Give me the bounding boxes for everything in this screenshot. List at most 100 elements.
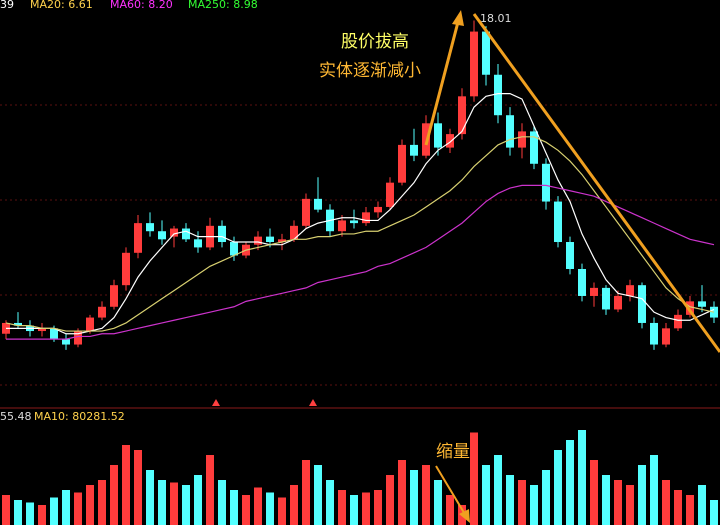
candle-body [554,201,562,243]
volume-bar [110,465,118,525]
candle-body [170,228,178,237]
volume-bar [386,475,394,525]
candle-body [602,287,610,310]
volume-bar [470,432,478,525]
candle-body [566,242,574,269]
candle-body [398,144,406,183]
arrow [424,21,460,146]
ma-line [5,136,715,332]
volume-bar [614,480,622,525]
volume-bar [134,450,142,525]
volume-bar [146,470,154,525]
arrow [435,465,467,517]
candle-body [386,182,394,207]
legend-entry: MA60: 8.20 [110,0,173,11]
volume-bar [170,482,178,525]
candle-body [638,285,646,323]
annotation: 实体逐渐减小 [319,61,421,81]
candle-body [518,131,526,148]
volume-bar [290,485,298,525]
candle-body [14,322,22,326]
candle-body [374,206,382,213]
volume-bar [434,480,442,525]
candle-body [434,123,442,148]
volume-panel [2,430,718,525]
volume-bar [494,455,502,525]
volume-bar [362,492,370,525]
annotation: 缩量 [436,442,470,462]
legend-entry: 39 [0,0,14,11]
candle-body [290,225,298,240]
volume-bar [698,485,706,525]
volume-bar [590,460,598,525]
candle-body [338,220,346,232]
volume-bar [578,430,586,525]
volume-bar [686,495,694,525]
legend-entry: MA20: 6.61 [30,0,93,11]
volume-bar [446,495,454,525]
volume-bar [506,475,514,525]
candle-body [86,317,94,332]
volume-bar [566,440,574,525]
candle-body [614,295,622,310]
volume-bar [422,465,430,525]
candle-body [470,31,478,97]
candle-body [158,231,166,240]
volume-bar [74,492,82,525]
volume-bar [638,465,646,525]
candle-body [410,144,418,156]
candle-body [278,239,286,243]
volume-bar [98,480,106,525]
candle-body [482,31,490,75]
annotation: 股价拔高 [341,32,409,52]
volume-bar [482,465,490,525]
legend-entry: 55.48 [0,410,32,423]
candle-body [446,134,454,148]
volume-bar [650,455,658,525]
volume-bar [26,502,34,525]
volume-bar [674,490,682,525]
volume-bar [530,485,538,525]
arrow-head [459,509,470,523]
volume-bar [278,497,286,525]
candle-body [674,314,682,329]
volume-bar [554,450,562,525]
volume-bar [410,470,418,525]
candle-body [266,236,274,243]
volume-bar [230,490,238,525]
volume-bar [326,480,334,525]
arrow [472,13,720,353]
candle-body [458,96,466,135]
candle-body [74,331,82,345]
volume-bar [206,455,214,525]
candle-body [62,339,70,345]
volume-bar [374,490,382,525]
candle-body [590,287,598,296]
candle-body [254,236,262,245]
volume-bar [38,505,46,525]
volume-bar [158,480,166,525]
volume-bar [62,490,70,525]
candle-body [698,301,706,307]
volume-bar [710,500,718,525]
arrows [424,10,720,523]
candle-body [350,220,358,224]
candle-body [182,228,190,240]
ma-line [6,93,715,335]
volume-bar [266,492,274,525]
volume-bar [338,490,346,525]
volume-bar [14,500,22,525]
legend-entry: MA10: 80281.52 [34,410,125,423]
grid [0,104,720,386]
candle-body [662,328,670,345]
legend-entry: MA250: 8.98 [188,0,258,11]
candle-body [230,242,238,256]
candle-body [194,239,202,248]
candle-body [506,115,514,148]
candle-body [302,198,310,226]
candle-body [314,198,322,210]
candle-body [122,252,130,286]
candle-body [578,268,586,296]
candle-body [530,131,538,164]
